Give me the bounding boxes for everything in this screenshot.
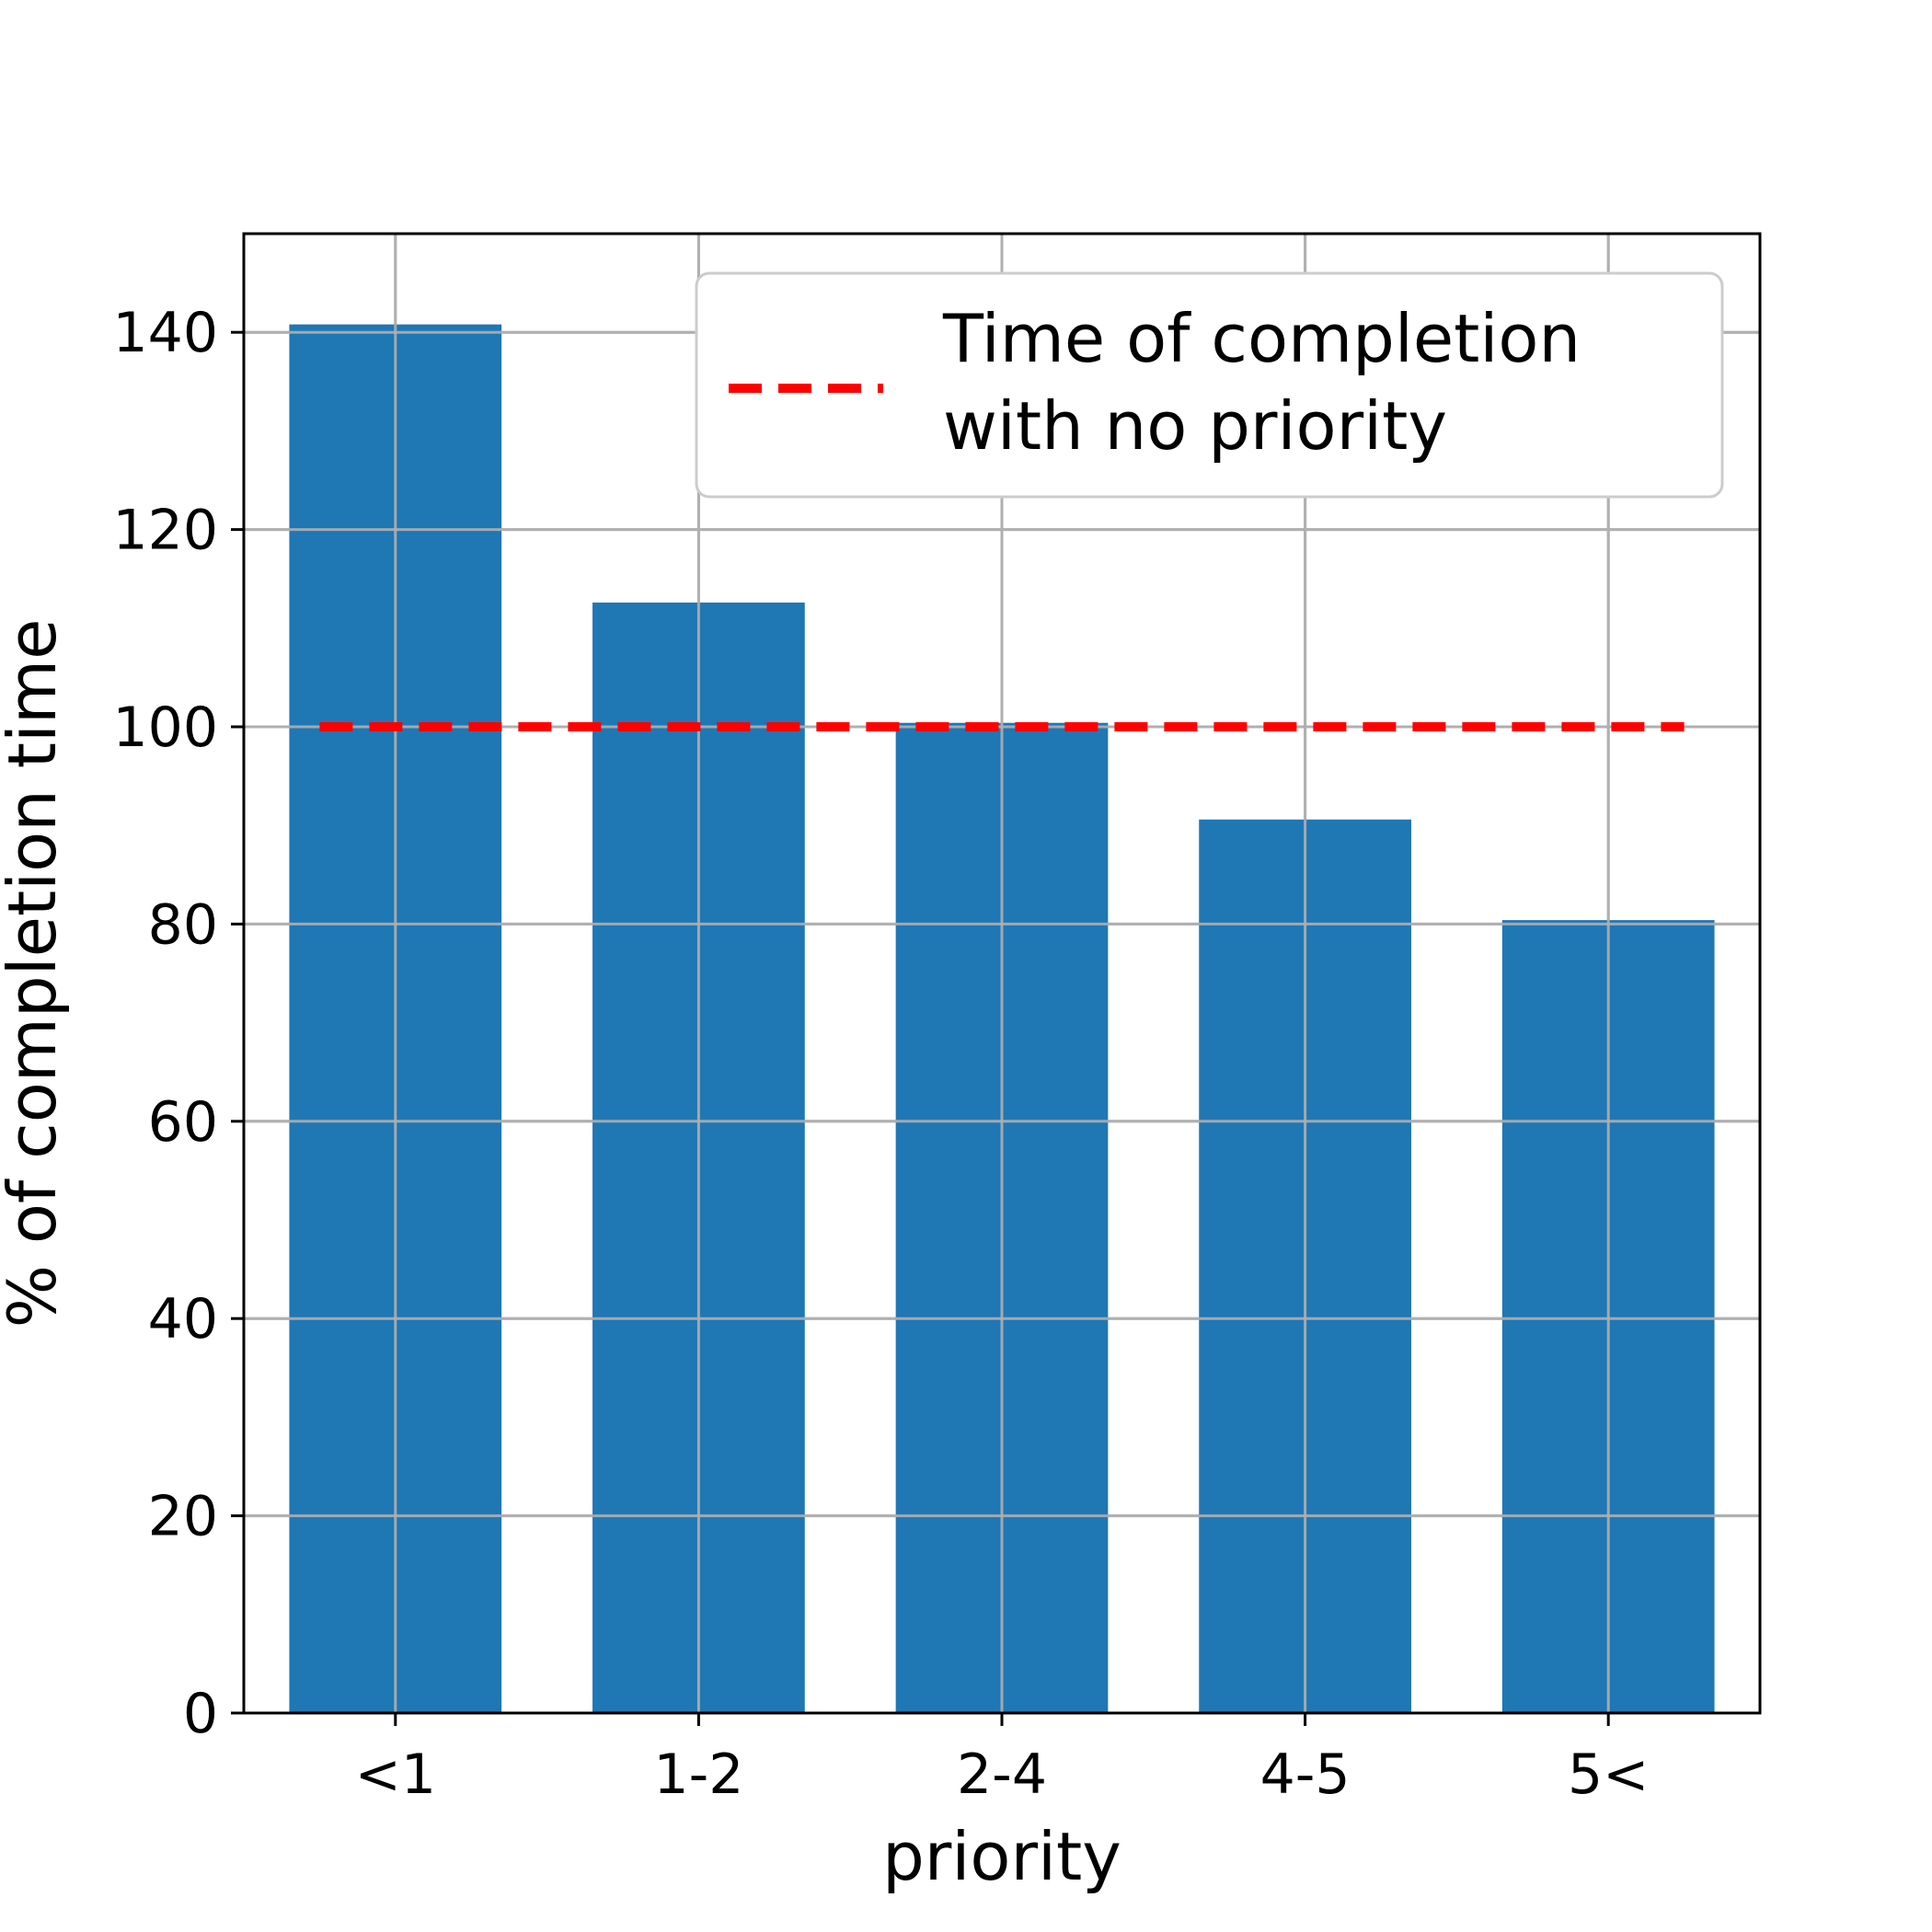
y-tick-label-7: 140 (112, 301, 218, 365)
y-tick-label-1: 20 (148, 1485, 218, 1549)
y-tick-label-3: 60 (148, 1090, 218, 1155)
legend-entry-line-2: with no priority (943, 387, 1447, 465)
legend-box (695, 271, 1724, 499)
y-tick-label-4: 80 (148, 892, 218, 957)
x-tick-label-2: 2-4 (957, 1742, 1047, 1807)
axis-ticks (231, 330, 1610, 1726)
x-tick-labels: <1 1-2 2-4 4-5 5< (355, 1742, 1650, 1807)
legend-entry-line-1: Time of completion (942, 300, 1581, 377)
bars (244, 234, 1760, 1714)
y-tick-label-2: 40 (148, 1287, 218, 1351)
y-tick-label-5: 100 (112, 696, 218, 760)
legend: Time of completion with no priority (695, 271, 1724, 499)
x-axis-label: priority (882, 1818, 1121, 1895)
x-tick-label-0: <1 (355, 1742, 436, 1807)
y-tick-labels: 0 20 40 60 80 100 120 140 (112, 301, 218, 1746)
x-tick-label-1: 1-2 (653, 1742, 743, 1807)
y-tick-label-0: 0 (183, 1682, 218, 1746)
y-axis-label: % of completion time (0, 619, 71, 1328)
x-tick-label-4: 5< (1568, 1742, 1649, 1807)
x-tick-label-3: 4-5 (1260, 1742, 1351, 1807)
y-tick-label-6: 120 (112, 499, 218, 563)
